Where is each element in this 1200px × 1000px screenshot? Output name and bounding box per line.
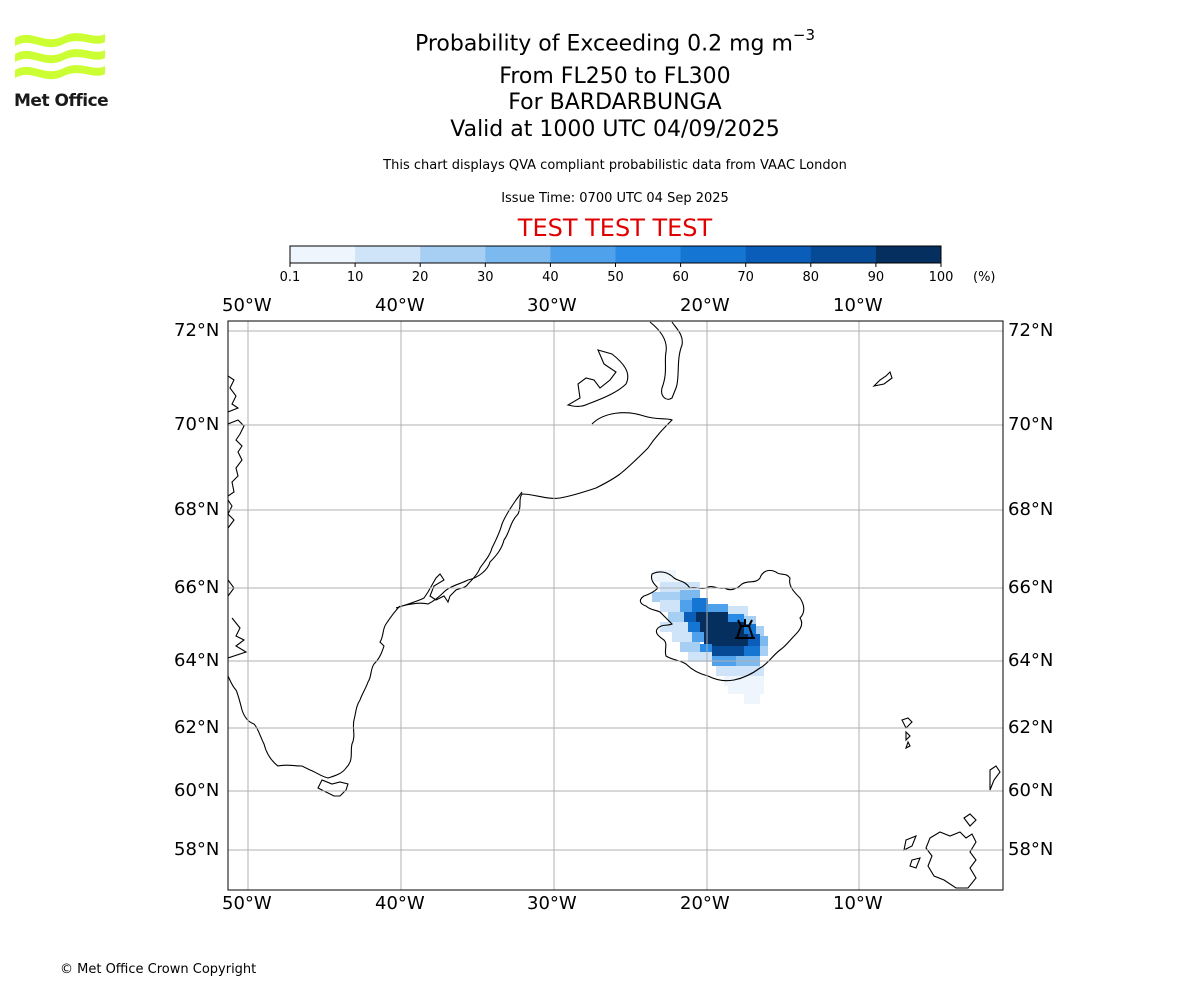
colorbar-tick-label: 50 bbox=[607, 270, 624, 285]
lat-label-right: 68°N bbox=[1008, 499, 1054, 520]
lat-label-right: 70°N bbox=[1008, 414, 1054, 435]
colorbar-tick-label: 60 bbox=[672, 270, 689, 285]
lat-label-right: 66°N bbox=[1008, 577, 1054, 598]
chart-title: Probability of Exceeding 0.2 mg m−3 bbox=[0, 26, 1200, 57]
map-frame bbox=[227, 320, 1004, 891]
lat-label-right: 64°N bbox=[1008, 650, 1054, 671]
lat-label-left: 68°N bbox=[174, 499, 220, 520]
lon-label-bottom: 40°W bbox=[375, 893, 425, 914]
lat-label-left: 58°N bbox=[174, 839, 220, 860]
colorbar-unit: (%) bbox=[973, 270, 996, 285]
lon-label-top: 20°W bbox=[680, 295, 730, 316]
met-office-logo: Met Office bbox=[14, 30, 109, 112]
coastlines bbox=[228, 321, 1001, 889]
met-office-wave-logo-icon bbox=[15, 33, 105, 80]
level-range: From FL250 to FL300 bbox=[499, 64, 731, 89]
chart-title-text: Probability of Exceeding 0.2 mg m bbox=[414, 31, 793, 57]
chart-description: This chart displays QVA compliant probab… bbox=[383, 158, 847, 173]
lat-label-left: 72°N bbox=[174, 320, 220, 341]
colorbar-tick-label: 90 bbox=[867, 270, 885, 285]
test-banner: TEST TEST TEST bbox=[517, 214, 713, 242]
colorbar-tick-label: 10 bbox=[346, 270, 364, 285]
valid-time: Valid at 1000 UTC 04/09/2025 bbox=[450, 117, 780, 142]
volcano-name: For BARDARBUNGA bbox=[508, 90, 722, 115]
lat-label-left: 64°N bbox=[174, 650, 220, 671]
colorbar-tick-label: 0.1 bbox=[279, 270, 301, 285]
logo-wordmark: Met Office bbox=[14, 91, 109, 111]
lat-label-left: 62°N bbox=[174, 717, 220, 738]
colorbar-tick-label: 80 bbox=[802, 270, 820, 285]
chart-title-superscript: −3 bbox=[792, 26, 816, 44]
gridlines bbox=[228, 321, 1003, 890]
lat-label-left: 70°N bbox=[174, 414, 220, 435]
lon-label-bottom: 10°W bbox=[833, 893, 883, 914]
lon-label-top: 10°W bbox=[833, 295, 883, 316]
lon-label-top: 30°W bbox=[527, 295, 577, 316]
lat-label-right: 72°N bbox=[1008, 320, 1054, 341]
colorbar-tick-label: 40 bbox=[542, 270, 559, 285]
colorbar-tick-label: 100 bbox=[928, 270, 954, 285]
lon-label-bottom: 50°W bbox=[222, 893, 272, 914]
lat-label-right: 62°N bbox=[1008, 717, 1054, 738]
lat-label-left: 66°N bbox=[174, 577, 220, 598]
lon-label-top: 40°W bbox=[375, 295, 425, 316]
lat-label-right: 58°N bbox=[1008, 839, 1054, 860]
volcano-icon bbox=[735, 619, 755, 639]
lon-label-top: 50°W bbox=[222, 295, 272, 316]
copyright-notice: © Met Office Crown Copyright bbox=[60, 962, 257, 977]
colorbar-tick-label: 70 bbox=[737, 270, 754, 285]
lat-label-left: 60°N bbox=[174, 780, 220, 801]
lon-label-bottom: 30°W bbox=[527, 893, 577, 914]
issue-time: Issue Time: 0700 UTC 04 Sep 2025 bbox=[501, 191, 729, 206]
colorbar-tick-label: 20 bbox=[411, 270, 429, 285]
lat-label-right: 60°N bbox=[1008, 780, 1054, 801]
lon-label-bottom: 20°W bbox=[680, 893, 730, 914]
colorbar-tick-label: 30 bbox=[477, 270, 494, 285]
